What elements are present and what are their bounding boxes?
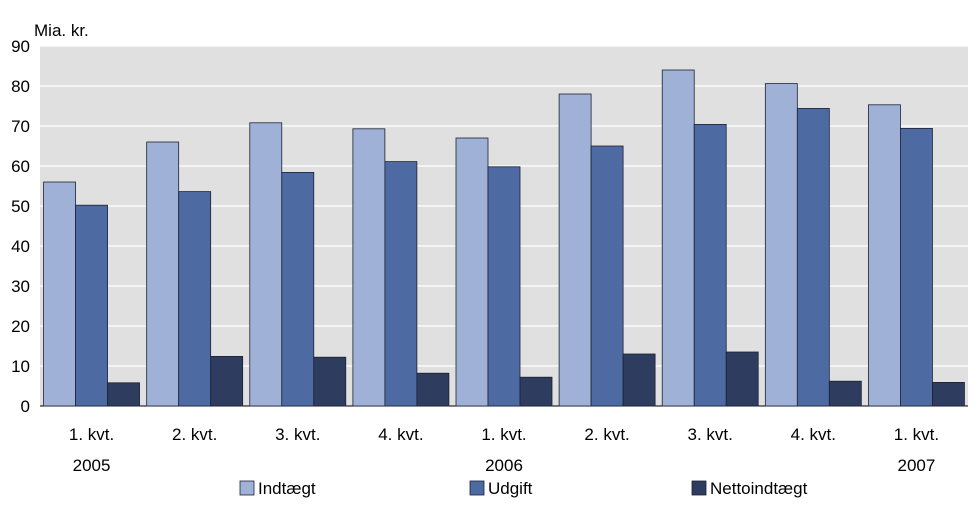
- bar-udgift-8: [796, 108, 830, 407]
- x-category-year-label: 2007: [898, 456, 936, 475]
- bar-nettoindtægt-6: [622, 353, 656, 407]
- bar-indtægt-6: [558, 93, 592, 407]
- y-axis-unit-label: Mia. kr.: [34, 21, 89, 40]
- bar-udgift-4: [384, 161, 418, 407]
- legend-swatch-udgift: [469, 480, 485, 496]
- y-tick-label: 10: [11, 357, 30, 376]
- bar-udgift-1: [75, 204, 108, 407]
- legend-swatch-indtægt: [239, 480, 255, 496]
- y-tick-label: 80: [11, 77, 30, 96]
- bar-udgift-2: [178, 191, 212, 407]
- bar-nettoindtægt-1: [107, 382, 140, 407]
- bar-nettoindtægt-3: [313, 356, 347, 407]
- bar-indtægt-2: [146, 141, 180, 407]
- y-tick-label: 60: [11, 157, 30, 176]
- x-axis-categories: 1. kvt. 2005 2. kvt. 3. kvt. 4. kvt. 1. kvt. 2…: [69, 425, 939, 475]
- legend: Indtægt Udgift Nettoindtægt: [239, 479, 808, 498]
- x-category-label: 2. kvt.: [584, 425, 629, 444]
- legend-swatch-nettoindtægt: [691, 480, 707, 496]
- bar-indtægt-4: [352, 128, 386, 407]
- x-category-label: 3. kvt.: [688, 425, 733, 444]
- x-category-year-label: 2005: [73, 456, 111, 475]
- legend-label-udgift: Udgift: [488, 479, 533, 498]
- legend-label-indtægt: Indtægt: [258, 479, 316, 498]
- y-tick-label: 70: [11, 117, 30, 136]
- x-category-label: 1. kvt.: [69, 425, 114, 444]
- y-tick-label: 40: [11, 237, 30, 256]
- y-axis-ticks: 0 10 20 30 40 50 60 70 80 90: [11, 37, 30, 416]
- bar-indtægt-1: [43, 181, 76, 407]
- bar-udgift-9: [900, 127, 933, 407]
- bar-indtægt-9: [868, 104, 901, 407]
- x-category-label: 1. kvt.: [481, 425, 526, 444]
- bar-indtægt-3: [249, 122, 283, 407]
- x-category-label: 2. kvt.: [172, 425, 217, 444]
- bar-indtægt-5: [455, 137, 489, 407]
- bar-indtægt-8: [764, 83, 798, 407]
- legend-label-nettoindtægt: Nettoindtægt: [710, 479, 808, 498]
- bar-indtægt-7: [661, 69, 695, 407]
- y-tick-label: 90: [11, 37, 30, 56]
- bar-nettoindtægt-9: [932, 381, 965, 407]
- bar-nettoindtægt-7: [725, 351, 759, 407]
- y-tick-label: 30: [11, 277, 30, 296]
- x-category-label: 3. kvt.: [275, 425, 320, 444]
- x-category-year-label: 2006: [485, 456, 523, 475]
- bar-udgift-7: [693, 124, 727, 407]
- bar-nettoindtægt-2: [210, 355, 244, 407]
- y-tick-label: 0: [21, 397, 30, 416]
- y-tick-label: 50: [11, 197, 30, 216]
- bar-udgift-3: [281, 171, 315, 407]
- bar-nettoindtægt-5: [519, 376, 553, 407]
- bar-nettoindtægt-8: [828, 380, 862, 407]
- y-tick-label: 20: [11, 317, 30, 336]
- x-category-label: 4. kvt.: [378, 425, 423, 444]
- bar-nettoindtægt-4: [416, 372, 450, 407]
- bar-udgift-6: [590, 145, 624, 407]
- bar-udgift-5: [487, 166, 521, 407]
- bars: [43, 69, 965, 407]
- x-category-label: 4. kvt.: [791, 425, 836, 444]
- x-category-label: 1. kvt.: [894, 425, 939, 444]
